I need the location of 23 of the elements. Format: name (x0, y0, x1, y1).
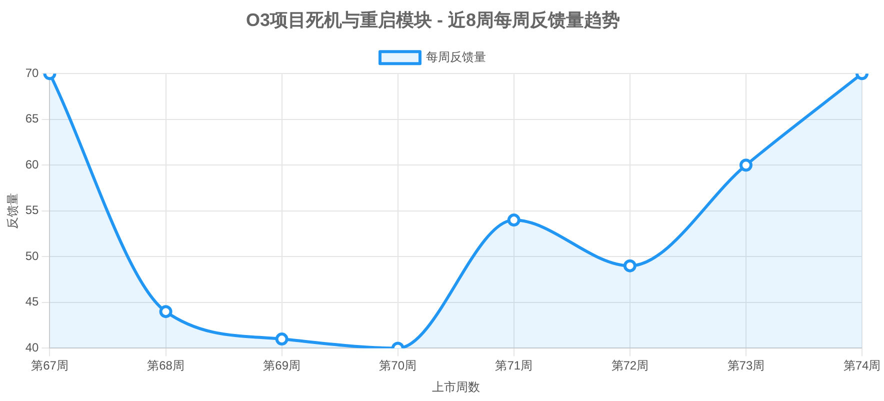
x-tick-label: 第73周 (727, 358, 765, 373)
point (275, 332, 288, 346)
x-tick-label: 第69周 (263, 358, 300, 373)
point (623, 259, 636, 272)
x-tick-label: 第71周 (495, 358, 533, 373)
x-tick-label: 第68周 (147, 358, 184, 373)
chart-title: O3项目死机与重启模块 - 近8周每周反馈量趋势 (246, 10, 620, 30)
x-tick-label: 第70周 (379, 358, 417, 373)
x-tick-label: 第72周 (611, 358, 649, 373)
x-tick-label: 第67周 (31, 358, 68, 373)
x-axis-title: 上市周数 (432, 380, 480, 394)
legend-label: 每周反馈量 (426, 50, 486, 64)
point (507, 214, 520, 227)
y-tick-label: 55 (25, 203, 40, 218)
x-tick-label: 第74周 (843, 358, 881, 373)
y-tick-label: 60 (25, 157, 40, 172)
y-tick-label: 65 (25, 112, 40, 126)
y-tick-label: 40 (25, 340, 40, 355)
y-tick-label: 70 (25, 66, 40, 80)
y-tick-label: 45 (25, 294, 40, 309)
y-axis-title: 反馈量 (6, 192, 20, 229)
point (159, 305, 172, 318)
y-tick-label: 50 (25, 248, 40, 263)
